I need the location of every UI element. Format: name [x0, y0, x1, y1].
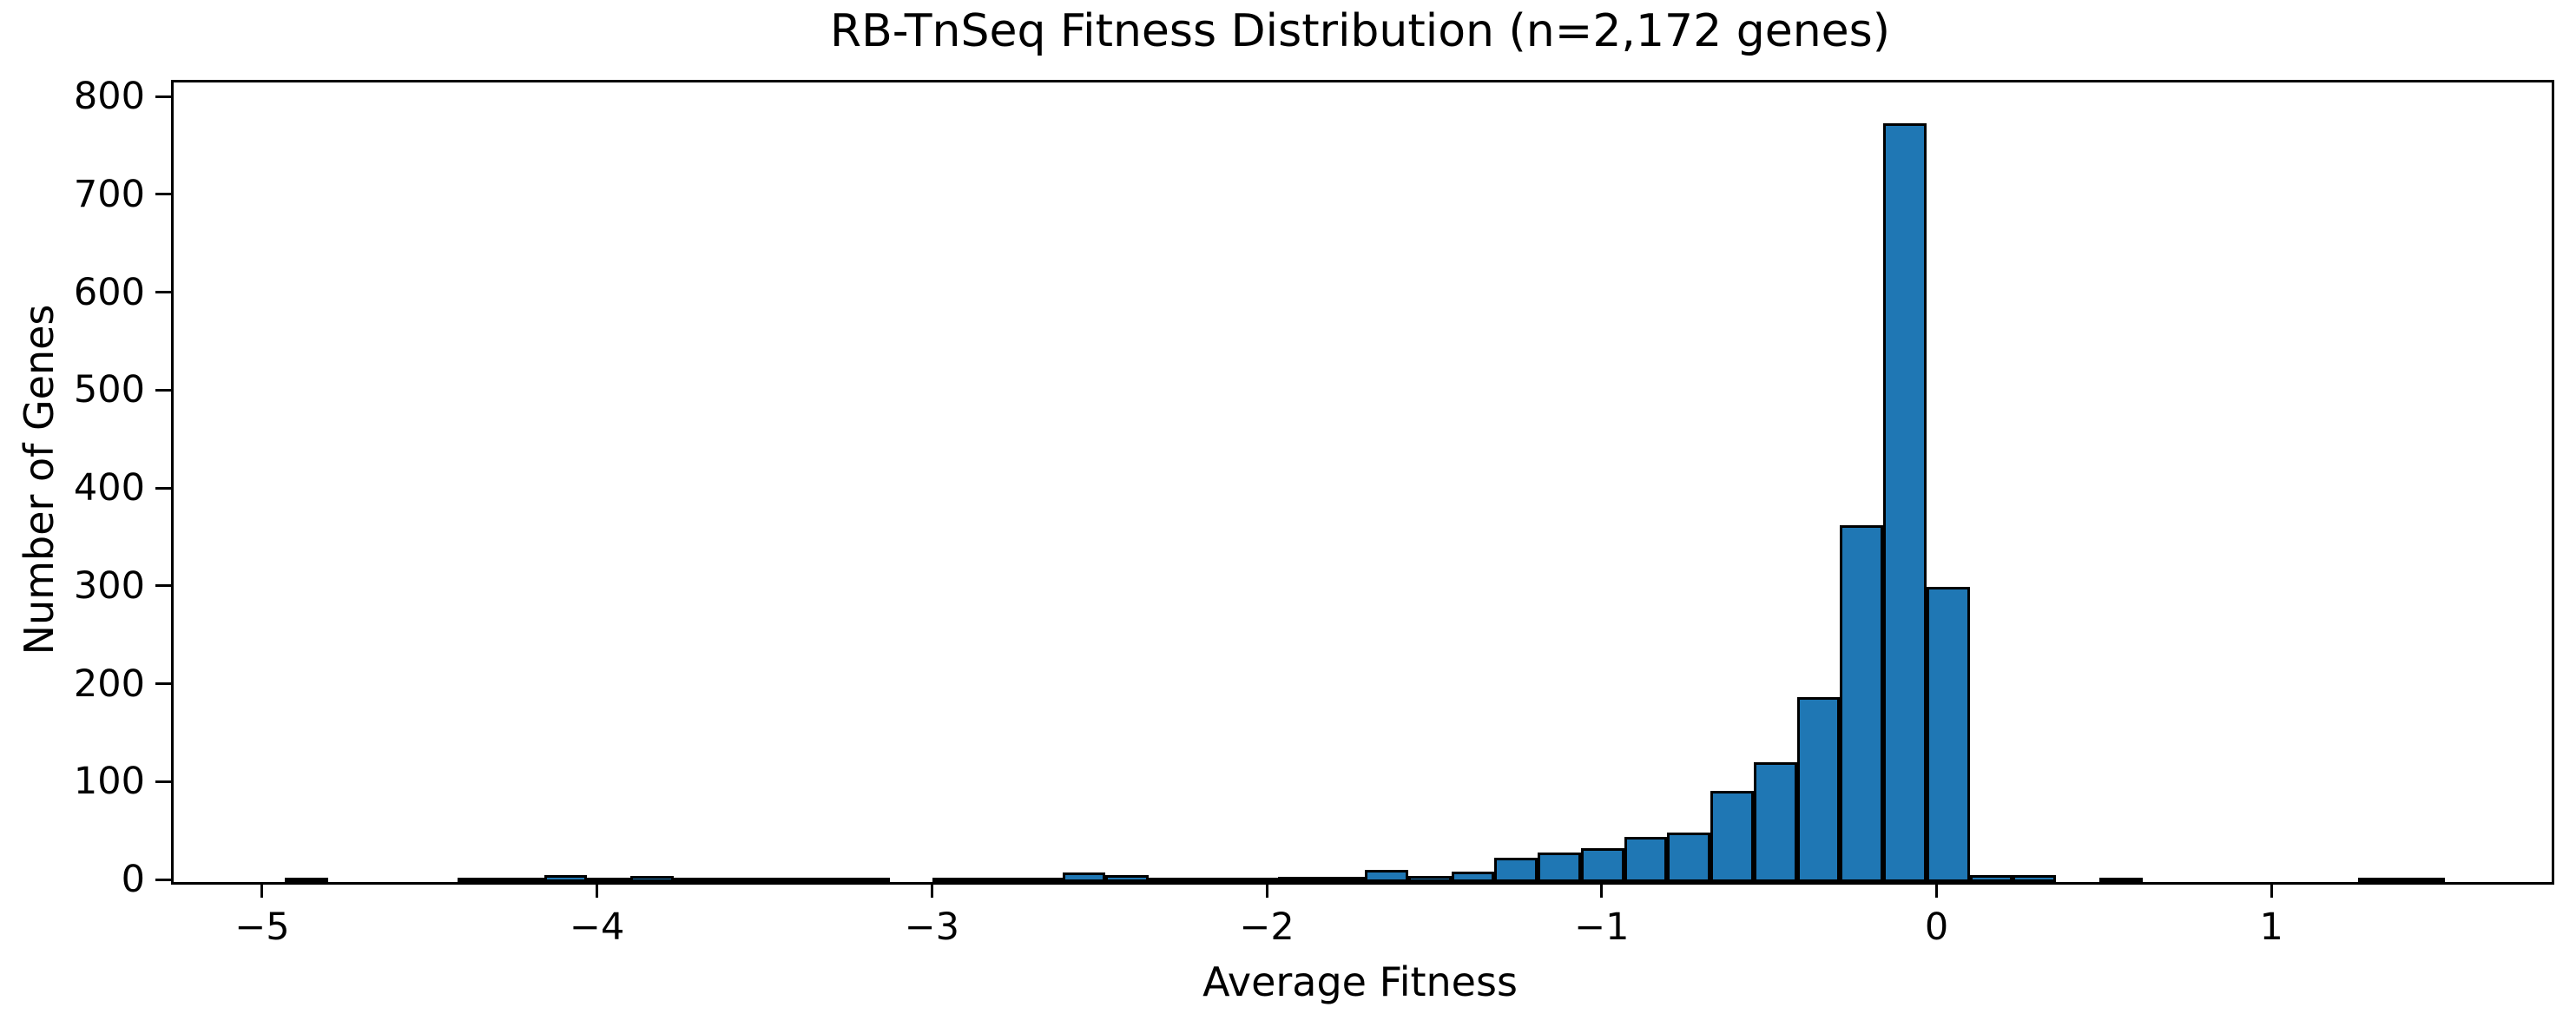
- x-axis-tick: [1600, 882, 1604, 898]
- x-axis-tick: [1265, 882, 1268, 898]
- histogram-bar: [1278, 877, 1322, 883]
- x-axis-tick-label: 1: [2259, 905, 2283, 949]
- histogram-bar: [1710, 791, 1754, 882]
- histogram-bar: [1796, 696, 1841, 882]
- histogram-bar: [1840, 524, 1884, 882]
- histogram-bar: [1624, 837, 1668, 882]
- y-axis-tick: [155, 780, 171, 783]
- histogram-bar: [1494, 857, 1538, 882]
- y-axis-tick: [155, 388, 171, 392]
- histogram-bar: [285, 878, 328, 883]
- histogram-bar: [1407, 876, 1452, 882]
- y-axis-tick-label: 300: [73, 563, 145, 608]
- y-axis-tick: [155, 584, 171, 588]
- x-axis-label: Average Fitness: [1202, 958, 1518, 1005]
- histogram-bar: [2013, 875, 2057, 882]
- x-axis-tick: [260, 882, 264, 898]
- histogram-bar: [1062, 872, 1106, 882]
- histogram-bar: [2098, 878, 2143, 883]
- y-axis-tick-label: 400: [73, 466, 145, 510]
- x-axis-tick-label: −2: [1239, 905, 1295, 949]
- histogram-bar: [2401, 878, 2445, 883]
- histogram-bar: [2358, 878, 2402, 883]
- y-axis-tick-label: 500: [73, 368, 145, 412]
- histogram-bar: [760, 878, 804, 883]
- histogram-bar: [1191, 878, 1235, 883]
- histogram-bar: [544, 875, 588, 882]
- x-axis-tick: [596, 882, 599, 898]
- histogram-bar: [1667, 832, 1711, 882]
- histogram-bar: [803, 878, 847, 883]
- y-axis-tick: [155, 193, 171, 196]
- histogram-bar: [1149, 878, 1192, 883]
- y-axis-label: Number of Genes: [16, 304, 63, 655]
- histogram-bar: [976, 878, 1019, 883]
- histogram-bar: [1235, 878, 1279, 883]
- x-axis-tick: [930, 882, 933, 898]
- x-axis-tick: [1935, 882, 1939, 898]
- histogram-bar: [932, 878, 977, 883]
- histogram-bar: [673, 878, 717, 883]
- y-axis-tick-label: 700: [73, 172, 145, 216]
- histogram-bar: [1018, 878, 1063, 883]
- x-axis-tick-label: −1: [1574, 905, 1630, 949]
- histogram-bar: [1365, 870, 1408, 882]
- y-axis-tick: [155, 682, 171, 686]
- x-axis-tick-label: −5: [234, 905, 290, 949]
- histogram-bar: [587, 878, 631, 883]
- y-axis-tick-label: 600: [73, 270, 145, 314]
- histogram-bar: [630, 876, 674, 882]
- histogram-bar: [500, 878, 544, 883]
- histogram-bar: [1105, 875, 1150, 882]
- chart-title: RB-TnSeq Fitness Distribution (n=2,172 g…: [829, 5, 1891, 57]
- histogram-bar: [458, 878, 501, 883]
- histogram-bar: [1451, 871, 1495, 882]
- x-axis-tick-label: 0: [1924, 905, 1949, 949]
- histogram-bar: [1538, 853, 1581, 882]
- y-axis-tick-label: 200: [73, 662, 145, 706]
- histogram-bar: [846, 878, 890, 883]
- histogram-bar: [1969, 875, 2013, 882]
- x-axis-tick-label: −4: [569, 905, 625, 949]
- x-axis-tick: [2270, 882, 2273, 898]
- y-axis-tick-label: 800: [73, 75, 145, 119]
- y-axis-tick-label: 0: [121, 858, 145, 901]
- y-axis-tick-label: 100: [73, 760, 145, 804]
- x-axis-tick-label: −3: [904, 905, 960, 949]
- y-axis-tick: [155, 95, 171, 98]
- plot-area: [171, 80, 2554, 885]
- histogram-bar: [716, 878, 761, 883]
- y-axis-tick: [155, 878, 171, 881]
- histogram-bar: [1883, 123, 1927, 882]
- histogram-bar: [1926, 586, 1970, 882]
- histogram-bar: [1580, 847, 1624, 882]
- y-axis-tick: [155, 291, 171, 294]
- histogram-bar: [1321, 877, 1365, 883]
- y-axis-tick: [155, 486, 171, 490]
- histogram-bar: [1753, 762, 1797, 882]
